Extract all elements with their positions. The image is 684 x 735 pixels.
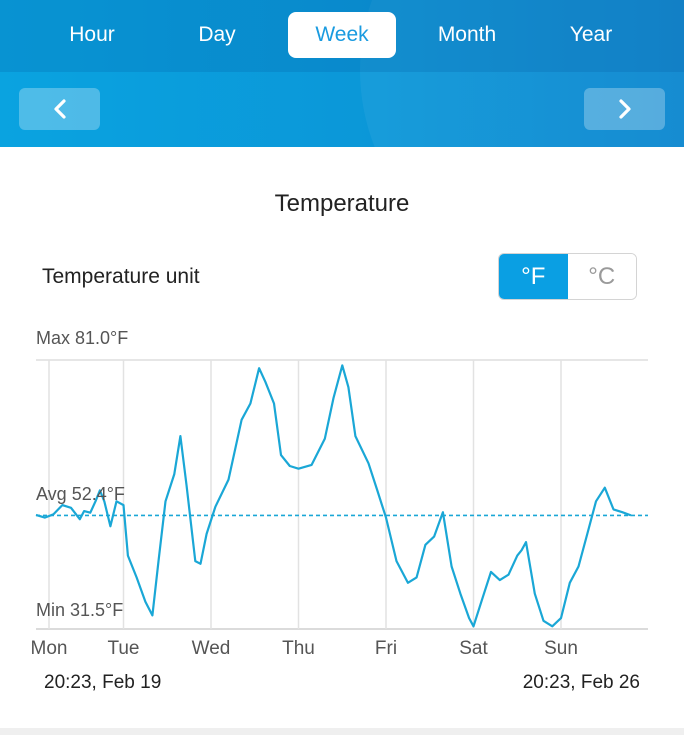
celsius-option[interactable]: °C [567, 254, 636, 299]
chart-grid [36, 359, 648, 630]
tab-month[interactable]: Month [437, 23, 497, 46]
tab-day[interactable]: Day [198, 23, 236, 46]
period-tabs: Hour Day Week Month Year [0, 0, 684, 72]
temperature-chart: Max 81.0°F Avg 52.4°F Min 31.5°F Mon Tue W… [31, 328, 648, 659]
chevron-left-icon [53, 99, 66, 119]
x-tick-tue: Tue [107, 638, 139, 659]
x-axis-ticks: Mon Tue Wed Thu Fri Sat Sun [31, 638, 578, 659]
range-start-time: 20:23, Feb 19 [44, 672, 162, 693]
y-label-avg: Avg 52.4°F [36, 484, 125, 504]
tab-year[interactable]: Year [569, 23, 613, 46]
temperature-series-line [35, 364, 632, 628]
next-period-button[interactable] [584, 88, 665, 130]
fahrenheit-option[interactable]: °F [499, 254, 568, 299]
temperature-unit-label: Temperature unit [42, 265, 200, 288]
bottom-divider [0, 728, 684, 735]
x-tick-wed: Wed [192, 638, 231, 659]
x-tick-sun: Sun [544, 638, 578, 659]
range-end-time: 20:23, Feb 26 [522, 672, 640, 693]
tab-hour[interactable]: Hour [69, 23, 115, 46]
x-tick-sat: Sat [459, 638, 488, 659]
header-glow [360, 0, 684, 147]
x-tick-mon: Mon [31, 638, 68, 659]
unit-toggle: °F °C [498, 253, 637, 300]
tab-week[interactable]: Week [288, 12, 396, 58]
header: Hour Day Week Month Year [0, 0, 684, 147]
page-title: Temperature [274, 190, 410, 217]
x-tick-thu: Thu [282, 638, 315, 659]
chevron-right-icon [618, 99, 631, 119]
y-label-min: Min 31.5°F [36, 600, 123, 620]
previous-period-button[interactable] [19, 88, 100, 130]
y-label-max: Max 81.0°F [36, 328, 128, 348]
x-tick-fri: Fri [375, 638, 397, 659]
